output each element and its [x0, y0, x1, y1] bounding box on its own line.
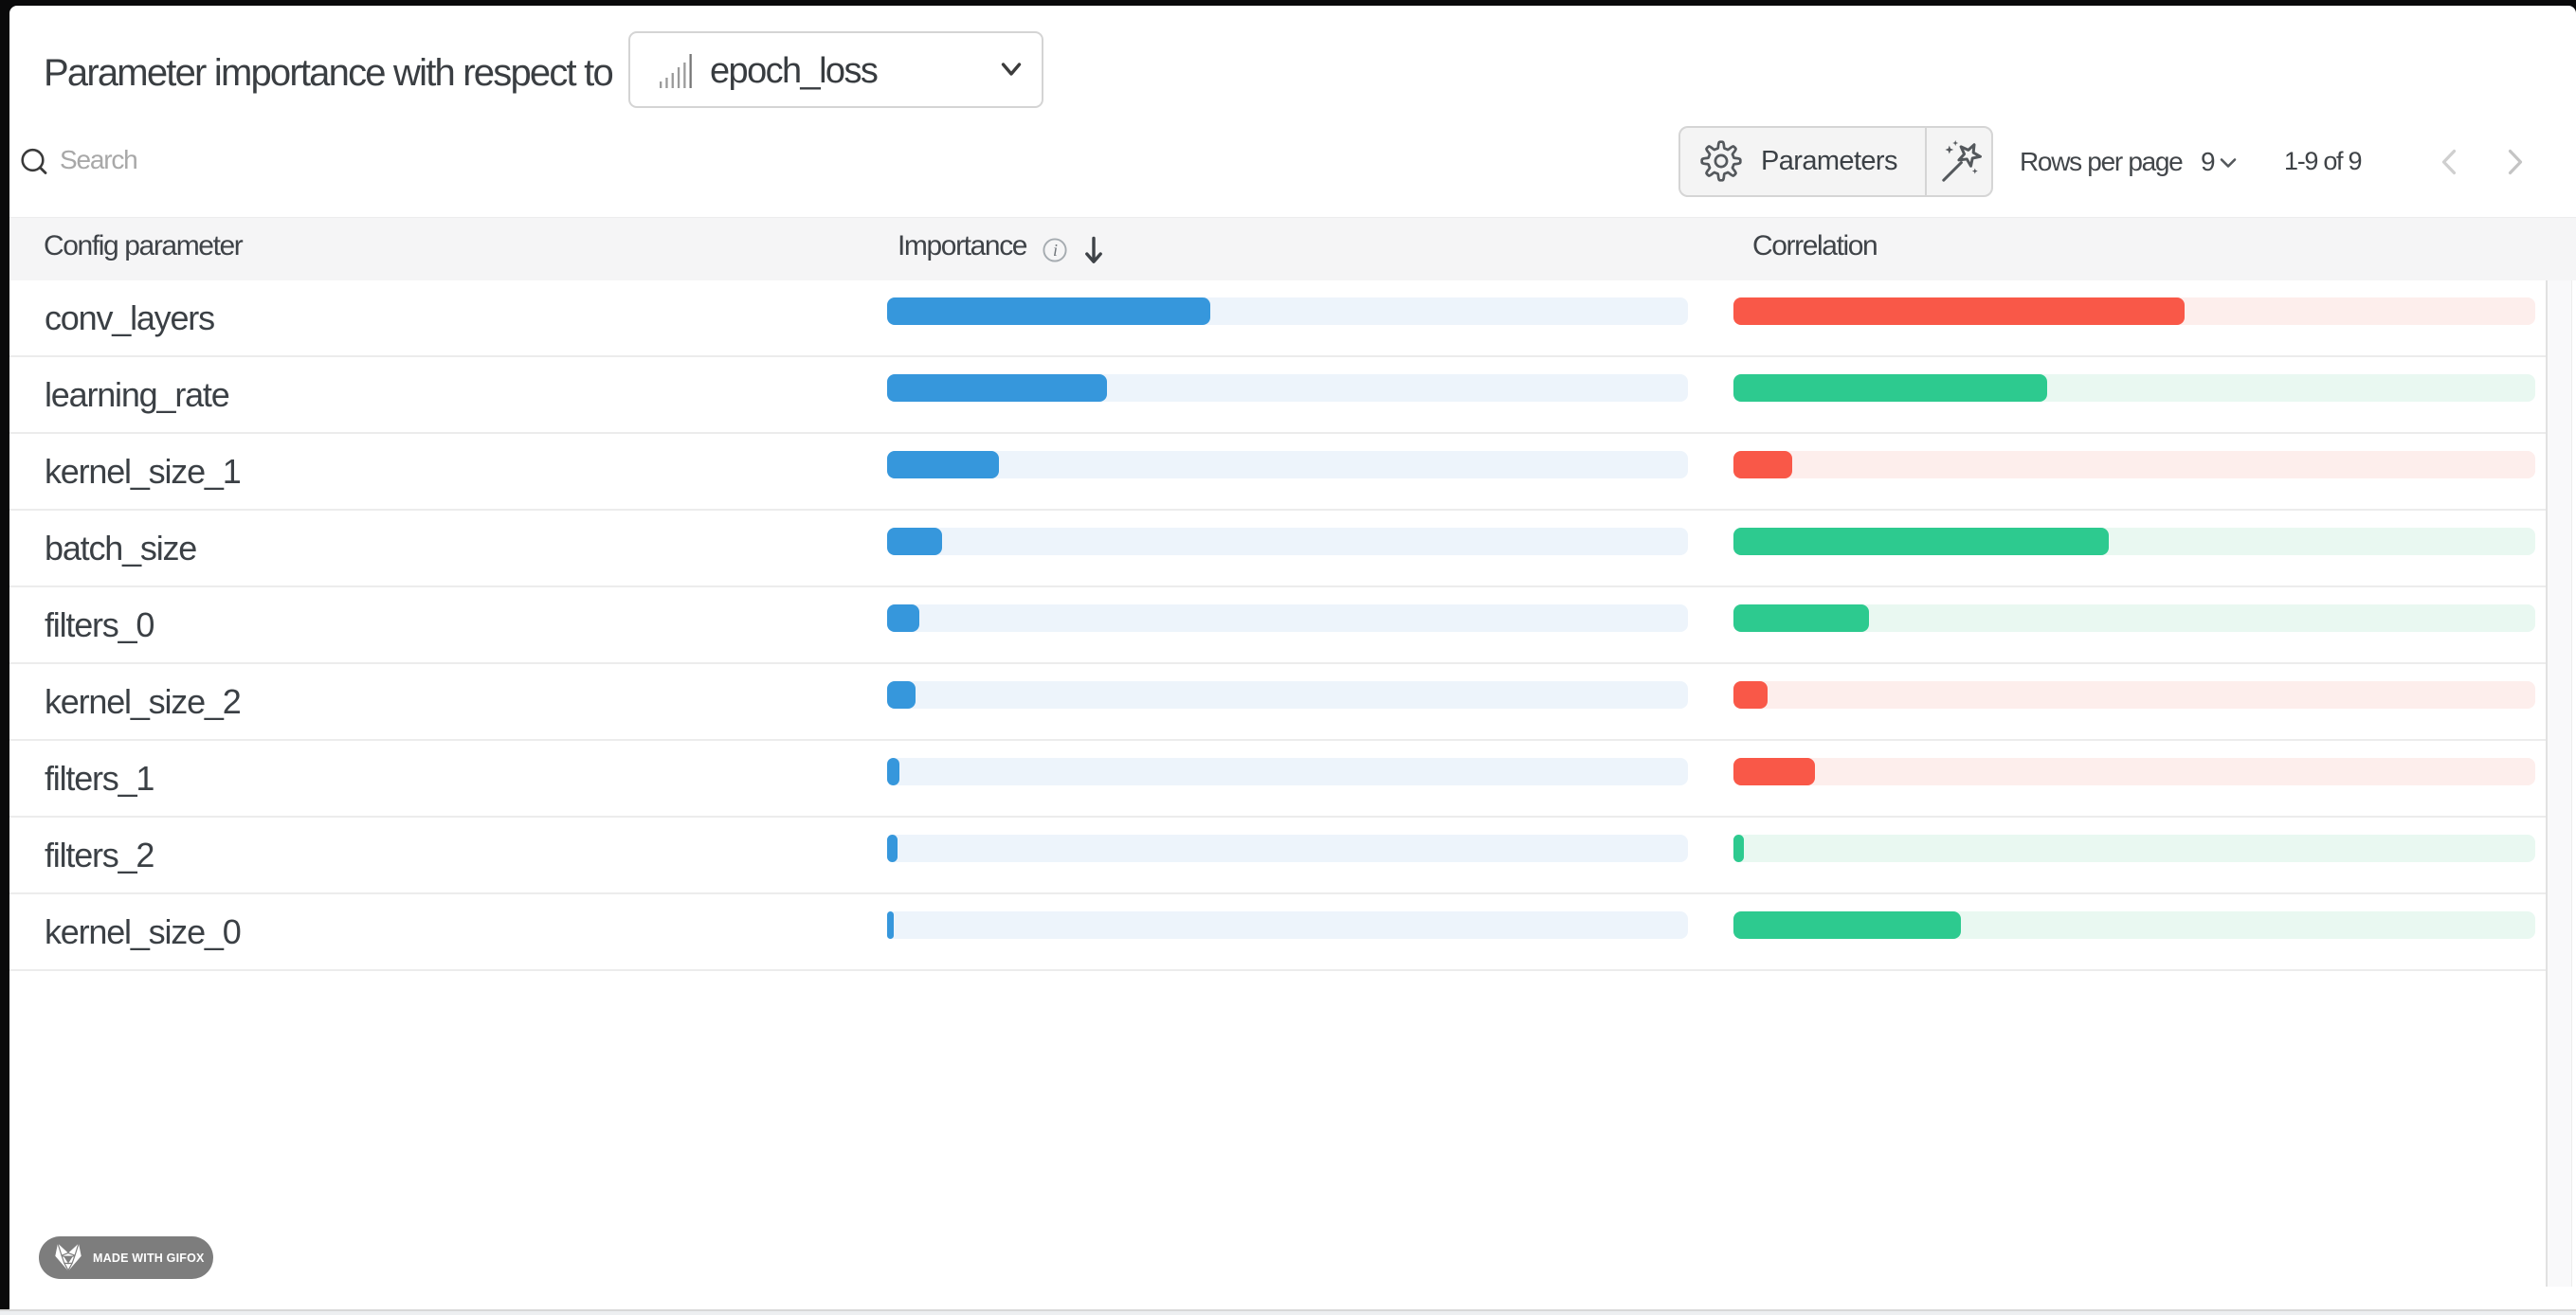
- svg-text:i: i: [1053, 241, 1058, 260]
